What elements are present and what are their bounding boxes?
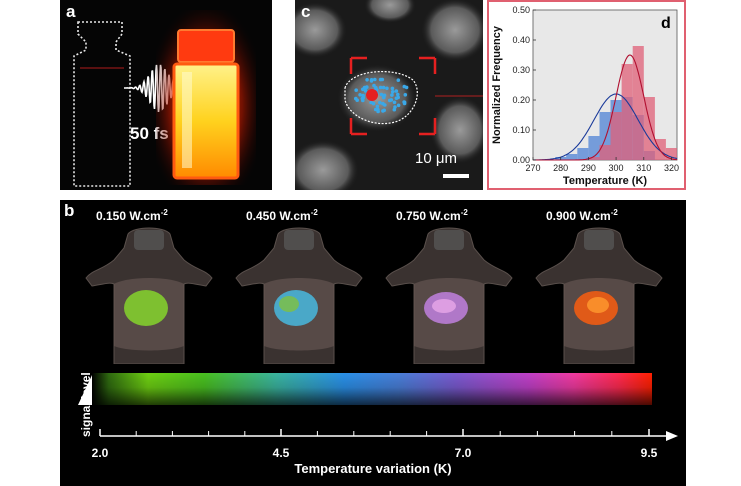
nanoparticle-dot	[394, 96, 399, 100]
y-tick-label: 0.00	[512, 155, 530, 165]
mouse-image-4	[535, 227, 663, 364]
signal-gradient-overlay	[92, 373, 652, 405]
nanoparticle-dot	[379, 92, 384, 97]
nanoparticle-dot	[382, 93, 387, 98]
hist-bar-s1	[588, 136, 600, 160]
x-tick-label: 280	[553, 163, 568, 173]
nanoparticle-dot	[381, 85, 386, 90]
nanoparticle-dot	[385, 86, 389, 91]
temp-tick-2: 4.5	[272, 446, 290, 460]
temperature-histogram: 270 280 290 300 310 320 0.00 0.10 0.20 0.30 0.40 0.…	[491, 5, 679, 187]
nanoparticle-dot	[375, 104, 380, 109]
mouse-image-1	[85, 227, 213, 364]
nanoparticle-dot	[365, 78, 369, 82]
mouse-image-3	[385, 227, 513, 364]
signal-level-wedge	[78, 375, 92, 405]
nanoparticle-dot	[354, 96, 358, 101]
hist-bar-s2	[665, 148, 677, 160]
nanoparticle-dot	[382, 108, 386, 113]
nanoparticle-dot	[396, 103, 401, 108]
hist-bar-s1	[599, 112, 611, 160]
nanoparticle-dot	[362, 85, 367, 90]
x-tick-label: 300	[609, 163, 624, 173]
nanoparticle-dot	[393, 105, 397, 109]
hist-bar-s2	[632, 46, 644, 160]
nanoparticle-dot	[369, 78, 374, 82]
power-label-3: 0.750 W.cm-2	[396, 208, 468, 223]
power-label-2: 0.450 W.cm-2	[246, 208, 318, 223]
nanoparticle-dot	[392, 107, 397, 112]
fit-curve-s1	[533, 93, 678, 161]
mouse-image-2	[235, 227, 363, 364]
power-label-4: 0.900 W.cm-2	[546, 208, 618, 223]
temp-tick-4: 9.5	[640, 446, 658, 460]
x-tick-label: 310	[636, 163, 651, 173]
hist-bar-s2	[654, 139, 666, 160]
nanoparticle-dot	[378, 100, 382, 105]
temp-tick-1: 2.0	[91, 446, 109, 460]
nanoparticle-dot	[363, 89, 368, 93]
nanoparticle-dot	[376, 109, 380, 114]
hist-bar-s2	[643, 97, 655, 160]
y-tick-label: 0.30	[512, 65, 530, 75]
panel-c-cell-image: c 10 μm	[295, 0, 483, 190]
nanoparticle-dot	[402, 101, 407, 106]
panel-a-letter: a	[66, 2, 76, 21]
y-tick-label: 0.50	[512, 5, 530, 15]
nanoparticle-dot	[361, 93, 365, 98]
scale-bar	[443, 174, 469, 178]
temperature-axis	[99, 429, 678, 441]
nanoparticle-dot	[394, 89, 399, 93]
x-tick-label: 290	[581, 163, 596, 173]
nanoparticle-dot	[372, 83, 376, 88]
nanoparticle-dot	[371, 101, 376, 106]
hist-bar-s1	[566, 154, 578, 160]
panel-b-letter: b	[64, 201, 75, 220]
hist-bar-s2	[588, 157, 600, 160]
x-axis-title: Temperature (K)	[563, 175, 647, 187]
nanoparticle-dot	[373, 77, 377, 82]
y-axis-title: Normalized Frequency	[491, 25, 503, 144]
nanoparticle-dot	[387, 98, 392, 103]
hist-bar-s2	[621, 64, 633, 160]
nanoparticle-dot	[354, 88, 358, 92]
panel-c-letter: c	[301, 2, 311, 21]
nanoparticle-dot	[390, 93, 394, 97]
glowing-vial	[156, 10, 256, 185]
hist-bar-s1	[577, 148, 589, 160]
nanoparticle-dot	[392, 100, 397, 105]
nanoparticle-dot	[358, 93, 362, 97]
hist-bar-s2	[610, 112, 622, 160]
microscopy-image	[295, 0, 483, 190]
panel-d-histogram: 270 280 290 300 310 320 0.00 0.10 0.20 0.30 0.40 0.…	[487, 0, 686, 190]
temperature-axis-title: Temperature variation (K)	[294, 461, 452, 476]
y-tick-label: 0.40	[512, 35, 530, 45]
x-tick-label: 270	[525, 163, 540, 173]
y-tick-label: 0.10	[512, 125, 530, 135]
nanoparticle-dot	[396, 78, 401, 82]
nanoparticle-dot	[378, 77, 383, 82]
nanoparticle-dot	[390, 90, 395, 94]
fit-curve-s2	[533, 54, 678, 161]
x-tick-label: 320	[664, 163, 679, 173]
scale-bar-label: 10 μm	[415, 150, 457, 167]
y-tick-label: 0.20	[512, 95, 530, 105]
nanoparticle-dot	[403, 93, 408, 97]
nanoparticle-dot	[381, 101, 385, 106]
power-label-1: 0.150 W.cm-2	[96, 208, 168, 223]
panel-b-mouse-imaging: b 0.150 W.cm-2 0.450 W.cm-2 0.750 W.cm-2…	[60, 200, 686, 486]
nanoparticle-dot	[390, 86, 395, 91]
nanoparticle-dot	[378, 85, 383, 90]
panel-a-vials: 50 fs a	[60, 0, 272, 190]
panel-d-letter: d	[661, 15, 671, 32]
nanoparticle-dot	[402, 84, 407, 89]
hist-bar-s2	[599, 145, 611, 160]
empty-vial-outline	[73, 21, 131, 187]
temp-tick-3: 7.0	[454, 446, 472, 460]
nanoparticle-dot	[396, 92, 400, 97]
